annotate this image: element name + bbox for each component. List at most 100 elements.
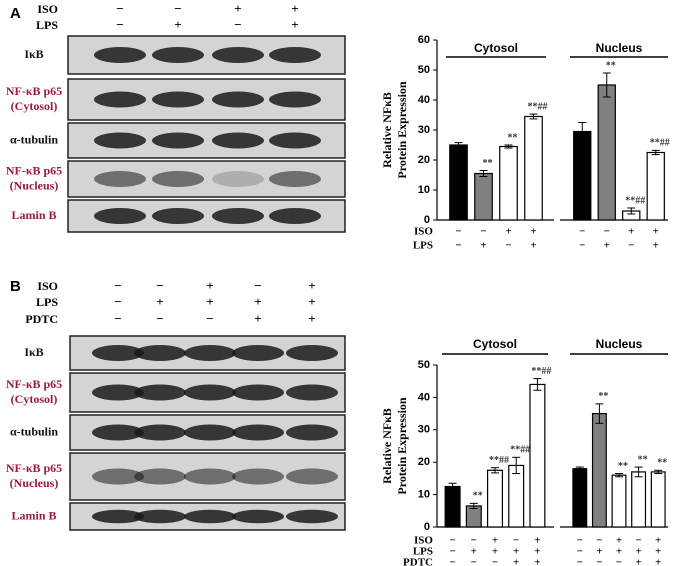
treatment-sign: − bbox=[449, 535, 455, 547]
bar bbox=[444, 485, 461, 528]
bar bbox=[597, 84, 616, 221]
treatment-sign: − bbox=[114, 278, 121, 293]
treatment-sign: + bbox=[534, 535, 540, 547]
y-tick-label: 30 bbox=[418, 424, 430, 436]
bar bbox=[573, 130, 592, 221]
error-bar bbox=[479, 170, 488, 177]
blot-band bbox=[134, 345, 186, 361]
treatment-sign: + bbox=[513, 546, 519, 558]
treatment-name: LPS bbox=[413, 546, 433, 558]
bar bbox=[591, 413, 607, 528]
treatment-sign: + bbox=[291, 1, 298, 16]
treatment-sign: + bbox=[492, 535, 498, 547]
treatment-sign: − bbox=[206, 311, 213, 326]
treatment-name: PDTC bbox=[403, 557, 433, 566]
error-bar bbox=[615, 473, 623, 478]
treatment-sign: + bbox=[653, 240, 659, 252]
blot-band bbox=[212, 171, 264, 187]
blot-band bbox=[92, 468, 144, 485]
error-bar bbox=[627, 207, 636, 215]
treatment-sign: + bbox=[530, 240, 536, 252]
bar bbox=[524, 115, 543, 221]
treatment-sign: + bbox=[206, 294, 213, 309]
y-tick-label: 10 bbox=[418, 184, 430, 196]
treatment-sign: − bbox=[577, 546, 583, 558]
blot-band bbox=[232, 384, 284, 401]
blot-band bbox=[152, 91, 204, 108]
treatment-sign: + bbox=[530, 226, 536, 238]
treatment-sign: + bbox=[655, 557, 661, 566]
treatment-sign: + bbox=[254, 294, 261, 309]
bar bbox=[572, 468, 588, 528]
treatment-name: ISO bbox=[414, 226, 433, 238]
significance-label: ** bbox=[638, 454, 648, 465]
treatment-sign: − bbox=[577, 557, 583, 566]
treatment-sign: + bbox=[534, 546, 540, 558]
treatment-sign: + bbox=[492, 546, 498, 558]
treatment-sign: − bbox=[116, 17, 123, 32]
panel-label: B bbox=[10, 278, 21, 295]
blot-label: NF-κB p65 bbox=[6, 84, 62, 98]
treatment-sign: + bbox=[628, 226, 634, 238]
treatment-sign: − bbox=[449, 557, 455, 566]
blot-band bbox=[286, 345, 338, 361]
error-bar bbox=[491, 467, 499, 474]
treatment-sign: + bbox=[513, 557, 519, 566]
treatment-sign: + bbox=[596, 546, 602, 558]
y-axis-label: Protein Expression bbox=[395, 81, 409, 179]
treatment-sign: − bbox=[596, 535, 602, 547]
y-tick-label: 50 bbox=[418, 64, 430, 76]
treatment-sign: − bbox=[455, 240, 461, 252]
treatment-sign: + bbox=[653, 226, 659, 238]
error-bar bbox=[634, 466, 643, 478]
blot-band bbox=[269, 208, 321, 224]
treatment-sign: − bbox=[234, 17, 241, 32]
blot-band bbox=[92, 345, 144, 361]
significance-label: ** bbox=[606, 60, 616, 71]
blot-band bbox=[152, 47, 204, 63]
bar bbox=[650, 471, 666, 528]
treatment-sign: − bbox=[114, 294, 121, 309]
treatment-sign: + bbox=[174, 17, 181, 32]
error-bar bbox=[578, 122, 587, 141]
treatment-sign: − bbox=[471, 535, 477, 547]
blot-band bbox=[286, 468, 338, 485]
blot-band bbox=[184, 384, 236, 401]
treatment-sign: − bbox=[596, 557, 602, 566]
blot-band bbox=[134, 424, 186, 441]
treatment-sign: + bbox=[206, 278, 213, 293]
bar bbox=[508, 464, 525, 528]
blot-band bbox=[232, 345, 284, 361]
treatment-sign: + bbox=[308, 311, 315, 326]
error-bar bbox=[512, 456, 521, 475]
group-label: Cytosol bbox=[473, 337, 517, 351]
treatment-sign: − bbox=[616, 557, 622, 566]
bar bbox=[449, 144, 468, 221]
error-bar bbox=[575, 466, 584, 471]
treatment-name: PDTC bbox=[25, 312, 58, 326]
treatment-sign: − bbox=[635, 535, 641, 547]
treatment-sign: − bbox=[480, 226, 486, 238]
treatment-sign: + bbox=[635, 557, 641, 566]
treatment-sign: + bbox=[308, 278, 315, 293]
treatment-sign: − bbox=[254, 278, 261, 293]
treatment-sign: + bbox=[635, 546, 641, 558]
significance-label: ** bbox=[483, 158, 493, 169]
treatment-sign: − bbox=[471, 557, 477, 566]
y-tick-label: 40 bbox=[418, 391, 430, 403]
blot-band bbox=[152, 208, 204, 224]
bar bbox=[529, 383, 546, 528]
blot-band bbox=[94, 91, 146, 108]
bar bbox=[611, 474, 627, 528]
treatment-sign: − bbox=[628, 240, 634, 252]
blot-band bbox=[152, 171, 204, 187]
treatment-sign: + bbox=[254, 311, 261, 326]
blot-label: NF-κB p65 bbox=[6, 377, 62, 391]
group-label: Nucleus bbox=[596, 337, 643, 351]
error-bar bbox=[602, 72, 611, 98]
y-axis-label: Protein Expression bbox=[395, 397, 409, 495]
treatment-sign: − bbox=[579, 226, 585, 238]
treatment-sign: + bbox=[156, 294, 163, 309]
blot-label: NF-κB p65 bbox=[6, 163, 62, 177]
blot-band bbox=[212, 91, 264, 108]
